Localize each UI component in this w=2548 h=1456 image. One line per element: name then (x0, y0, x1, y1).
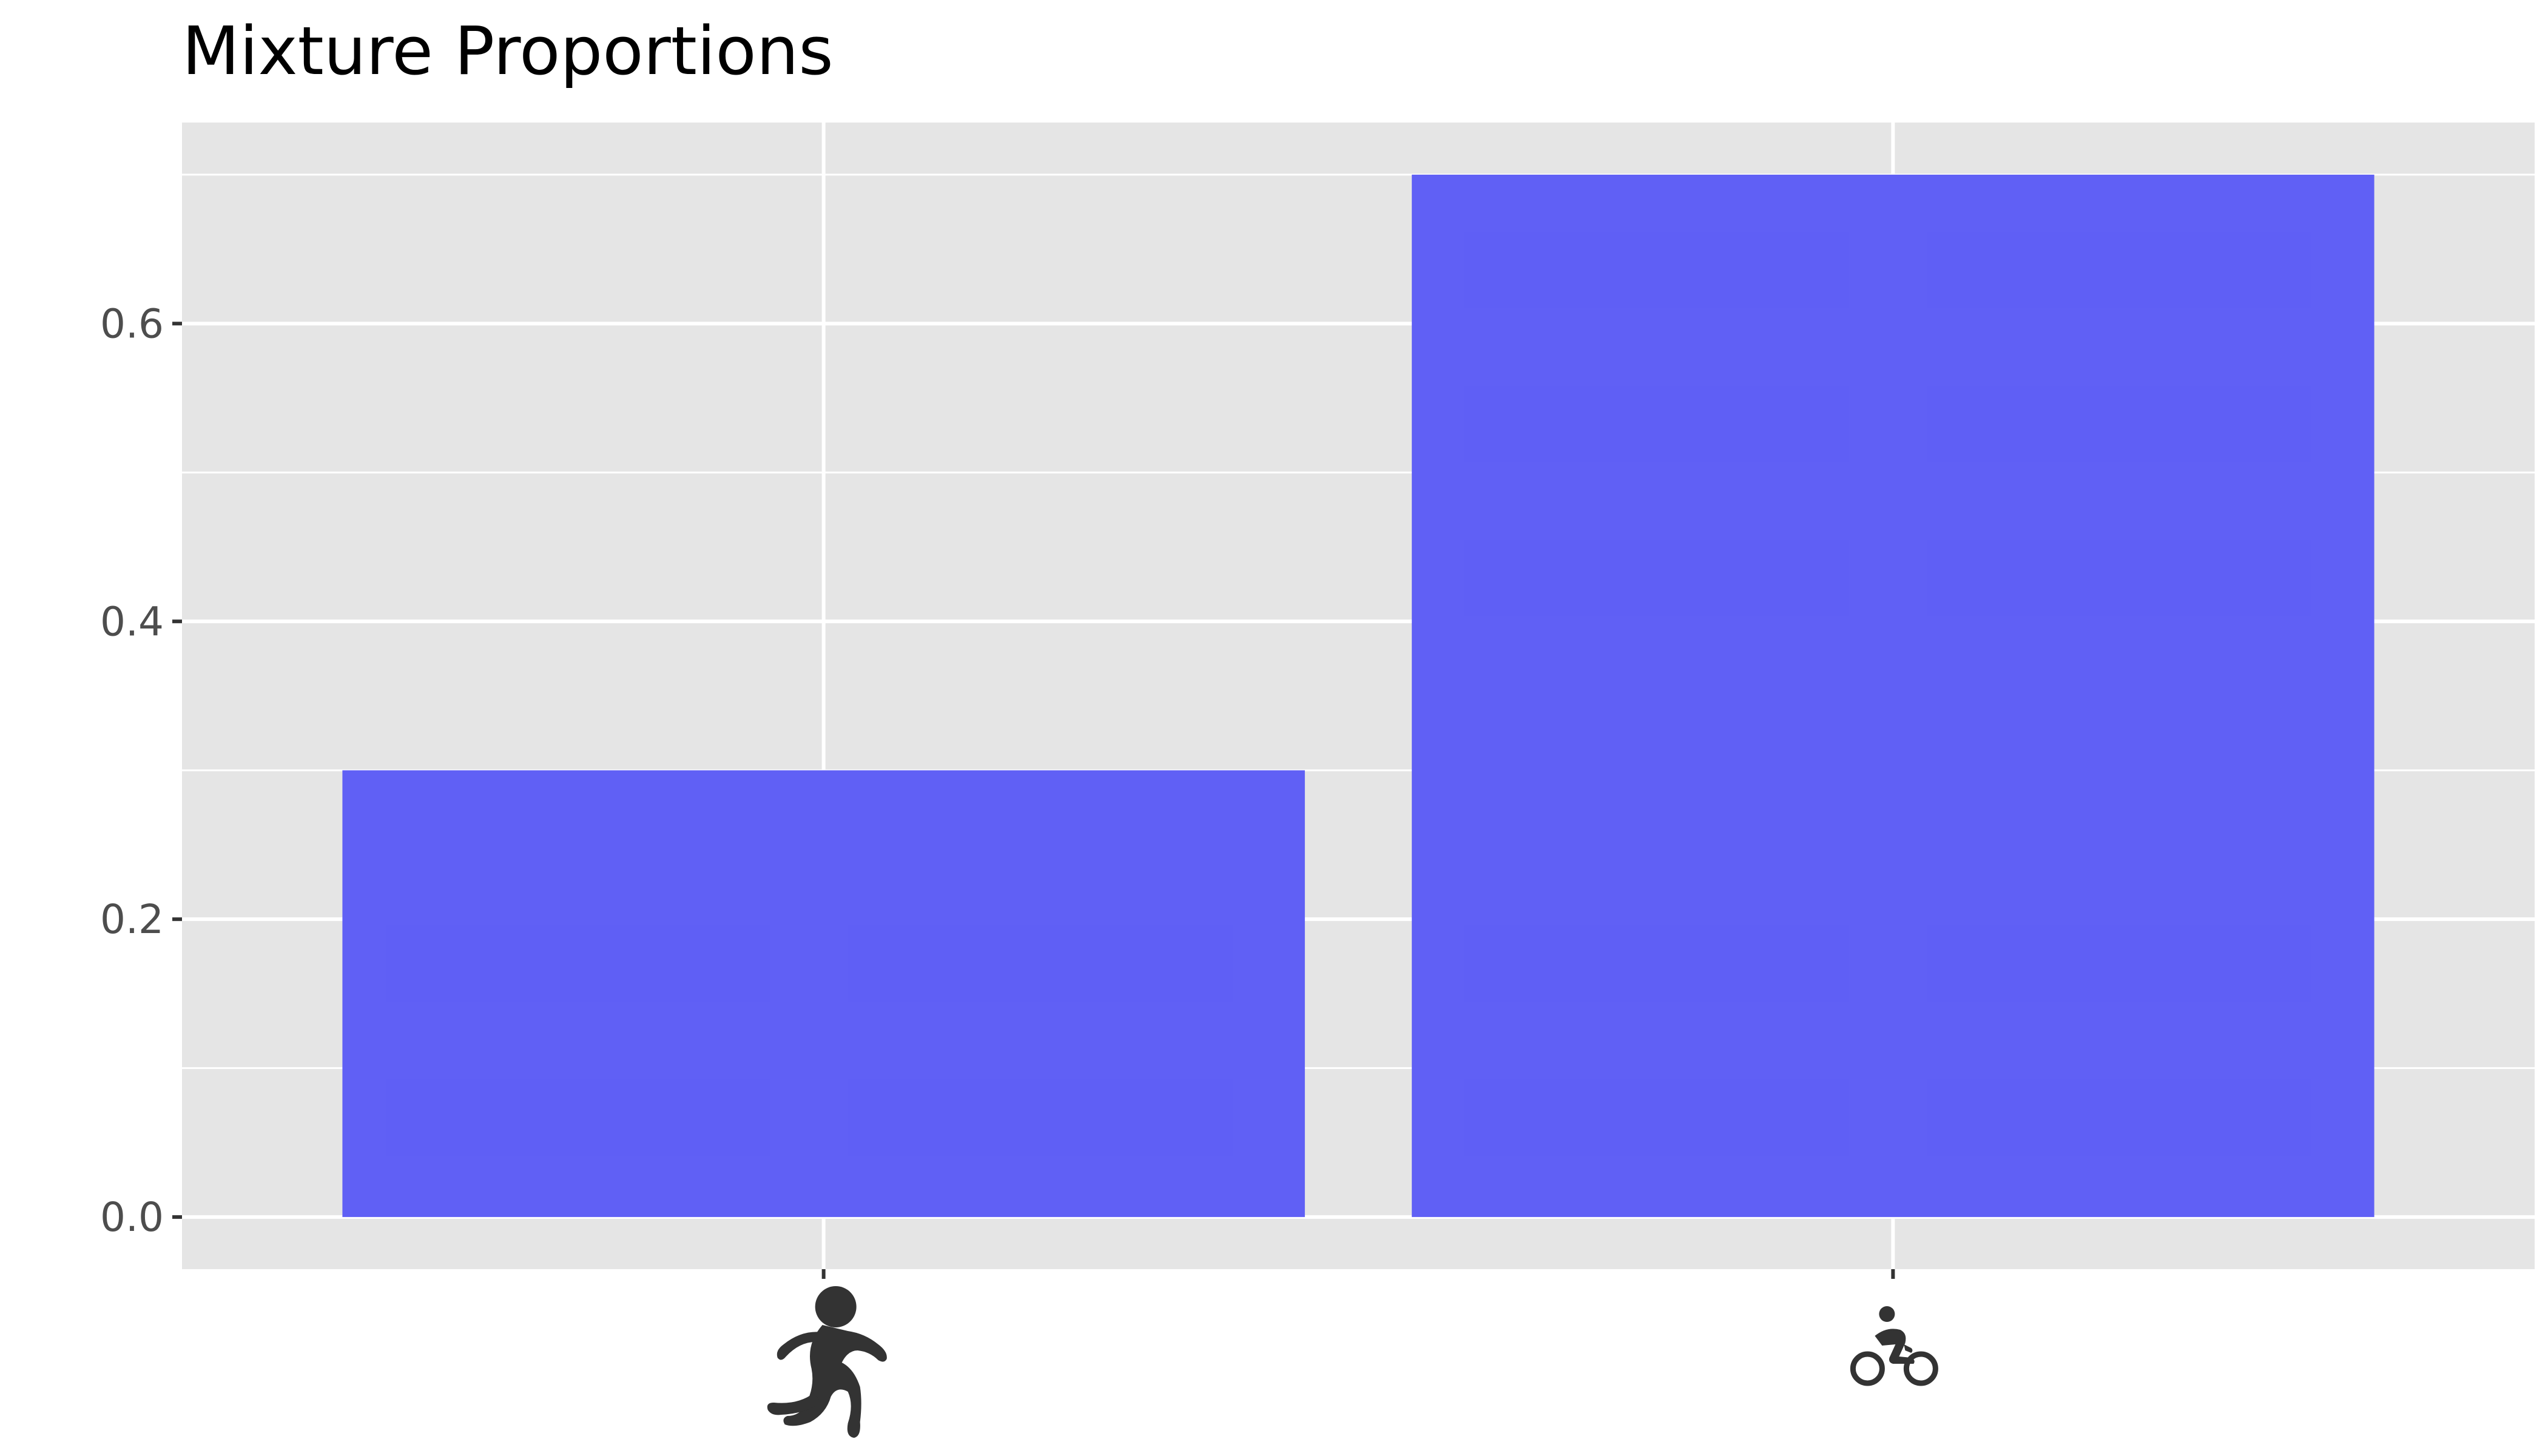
y-tick-label: 0.6 (100, 300, 164, 347)
y-tick-label: 0.2 (100, 896, 164, 943)
bar-cyclist (1412, 174, 2374, 1218)
chart-title: Mixture Proportions (182, 12, 834, 90)
x-axis (767, 1269, 1938, 1438)
cyclist-icon (1850, 1306, 1938, 1386)
y-tick-label: 0.4 (100, 598, 164, 645)
running-person-icon (767, 1286, 887, 1438)
y-axis: 0.0 0.2 0.4 0.6 (100, 300, 182, 1241)
bars (342, 174, 2374, 1218)
y-tick-label: 0.0 (100, 1194, 164, 1241)
bar-running-person (342, 770, 1305, 1218)
